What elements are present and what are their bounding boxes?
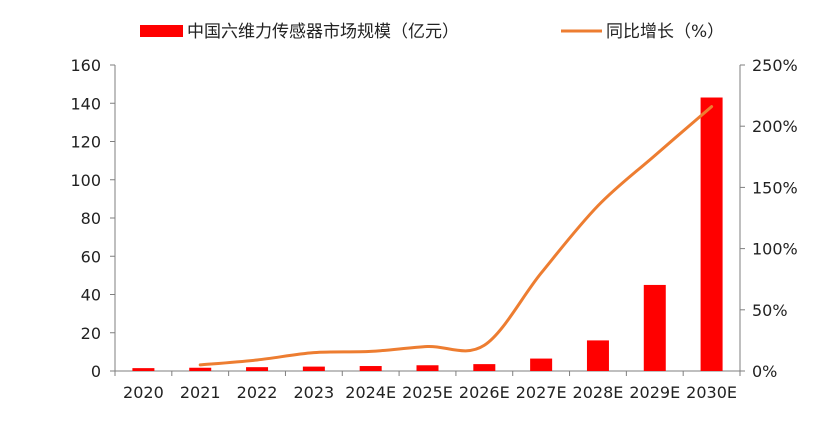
bar	[189, 367, 212, 371]
line-series	[198, 105, 714, 367]
x-tick-label: 2020	[123, 383, 164, 402]
y-left-tick-label: 0	[91, 362, 101, 381]
x-tick-label: 2030E	[686, 383, 737, 402]
y-left-tick-label: 160	[70, 56, 101, 75]
bar	[359, 366, 382, 371]
axes: 0 20 40 60 80 100 120 140 160 0% 50% 100% 150% 200% 25…	[70, 56, 797, 381]
legend-bar-label: 中国六维力传感器市场规模（亿元）	[187, 22, 459, 42]
x-tick-label: 2026E	[459, 383, 510, 402]
bar	[530, 358, 553, 371]
y-right-tick-label: 50%	[752, 301, 788, 320]
legend-bar-swatch	[140, 25, 183, 37]
growth-line	[198, 105, 714, 367]
x-axis-labels: 2020 2021 2022 2023 2024E 2025E 2026E 2027E 2028…	[123, 383, 737, 402]
bar	[132, 368, 155, 371]
bar	[586, 340, 609, 371]
y-right-tick-label: 0%	[752, 362, 777, 381]
bar	[416, 365, 439, 371]
x-tick-label: 2025E	[402, 383, 453, 402]
y-left-tick-label: 100	[70, 171, 101, 190]
bar	[302, 366, 325, 371]
x-tick-label: 2029E	[629, 383, 680, 402]
y-right-tick-label: 250%	[752, 56, 798, 75]
y-right-tick-label: 200%	[752, 117, 798, 136]
y-left-tick-label: 140	[70, 94, 101, 113]
x-tick-label: 2024E	[345, 383, 396, 402]
bar	[643, 284, 666, 371]
y-right-tick-label: 100%	[752, 240, 798, 259]
legend: 中国六维力传感器市场规模（亿元） 同比增长（%）	[140, 22, 724, 42]
y-left-tick-label: 20	[81, 324, 101, 343]
bar-series	[132, 97, 723, 371]
x-tick-label: 2022	[237, 383, 278, 402]
x-tick-label: 2028E	[573, 383, 624, 402]
y-left-tick-label: 40	[81, 286, 101, 305]
x-tick-label: 2023	[294, 383, 335, 402]
bar	[473, 364, 496, 371]
x-tick-label: 2021	[180, 383, 221, 402]
y-right-tick-label: 150%	[752, 178, 798, 197]
bar	[246, 367, 269, 371]
y-left-tick-label: 60	[81, 247, 101, 266]
bar	[700, 97, 723, 371]
y-left-tick-label: 120	[70, 133, 101, 152]
legend-line-label: 同比增长（%）	[606, 22, 724, 42]
y-left-tick-label: 80	[81, 209, 101, 228]
x-tick-label: 2027E	[516, 383, 567, 402]
